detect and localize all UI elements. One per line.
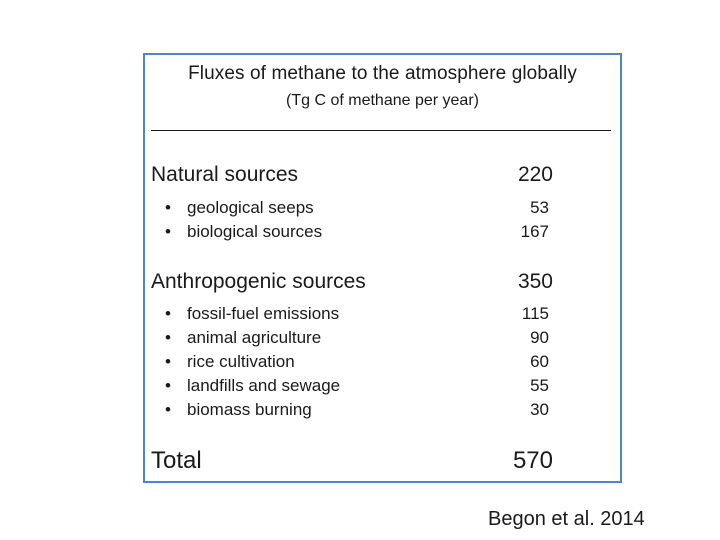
list-item-label: animal agriculture <box>187 328 322 347</box>
citation: Begon et al. 2014 <box>488 508 645 530</box>
list-item-value: 55 <box>530 376 549 395</box>
anthropogenic-sources-value: 350 <box>517 270 553 293</box>
list-item-label: biomass burning <box>187 400 312 419</box>
list-item-value: 167 <box>520 222 549 241</box>
methane-flux-table: Fluxes of methane to the atmosphere glob… <box>143 53 622 483</box>
bullet-icon: • <box>165 352 171 371</box>
list-item: • landfills and sewage <box>165 374 340 398</box>
list-item: • geological seeps <box>165 196 314 220</box>
list-item: • animal agriculture <box>165 326 321 350</box>
list-item: • fossil-fuel emissions <box>165 302 339 326</box>
natural-sources-value: 220 <box>517 163 553 186</box>
list-item-label: landfills and sewage <box>187 376 341 395</box>
list-item-label: fossil-fuel emissions <box>187 304 340 323</box>
list-item-label: biological sources <box>187 222 323 241</box>
list-item: • rice cultivation <box>165 350 295 374</box>
bullet-icon: • <box>165 376 171 395</box>
natural-sources-heading: Natural sources <box>151 163 299 186</box>
total-label: Total <box>151 447 202 474</box>
bullet-icon: • <box>165 400 171 419</box>
bullet-icon: • <box>165 304 171 323</box>
bullet-icon: • <box>165 328 171 347</box>
table-title: Fluxes of methane to the atmosphere glob… <box>188 63 577 84</box>
list-item-label: geological seeps <box>187 198 314 217</box>
list-item-label: rice cultivation <box>187 352 295 371</box>
anthropogenic-sources-heading: Anthropogenic sources <box>151 270 366 293</box>
list-item: • biological sources <box>165 220 322 244</box>
bullet-icon: • <box>165 198 171 217</box>
list-item-value: 115 <box>521 304 549 323</box>
list-item-value: 90 <box>530 328 549 347</box>
title-divider <box>151 130 611 131</box>
total-value: 570 <box>512 447 553 474</box>
table-subtitle: (Tg C of methane per year) <box>286 92 479 109</box>
list-item-value: 30 <box>530 400 549 419</box>
list-item: • biomass burning <box>165 398 312 422</box>
bullet-icon: • <box>165 222 171 241</box>
list-item-value: 53 <box>530 198 549 217</box>
list-item-value: 60 <box>530 352 549 371</box>
